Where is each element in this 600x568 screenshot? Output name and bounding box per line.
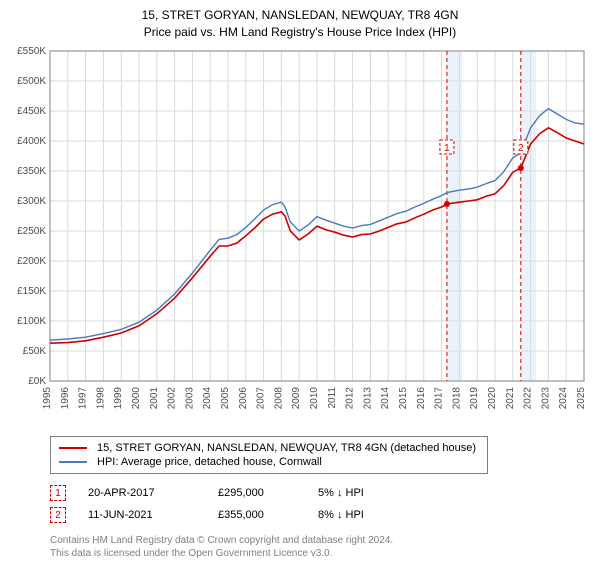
price-chart: £0K £50K £100K £150K £200K £250K £300K £350K £40… [8,45,592,425]
legend: 15, STRET GORYAN, NANSLEDAN, NEWQUAY, TR… [50,436,488,474]
x-tick-label: 2018 [451,387,462,410]
footer-attribution: Contains HM Land Registry data © Crown c… [50,534,592,560]
x-tick-label: 2007 [256,387,267,410]
sale-row-delta: 5% ↓ HPI [318,487,428,499]
legend-item: HPI: Average price, detached house, Corn… [59,455,479,469]
x-tick-label: 2012 [345,387,356,410]
chart-title-subtitle: Price paid vs. HM Land Registry's House … [8,25,592,39]
sale-dot [518,165,524,171]
shaded-band [521,51,536,381]
sale-row: 1 20-APR-2017£295,0005% ↓ HPI [50,482,592,504]
y-tick-label: £400K [17,136,46,147]
legend-item: 15, STRET GORYAN, NANSLEDAN, NEWQUAY, TR… [59,441,479,455]
x-tick-label: 2013 [362,387,373,410]
sale-row-price: £355,000 [218,509,318,521]
x-tick-label: 2015 [398,387,409,410]
sale-row-date: 11-JUN-2021 [88,509,218,521]
sale-dot [444,201,450,207]
y-tick-label: £250K [17,226,46,237]
y-tick-label: £150K [17,286,46,297]
x-tick-label: 2023 [540,387,551,410]
x-tick-label: 2006 [238,387,249,410]
y-tick-label: £500K [17,76,46,87]
x-tick-label: 2019 [469,387,480,410]
x-tick-label: 2008 [273,387,284,410]
x-tick-label: 2011 [327,387,338,409]
x-tick-label: 1997 [78,387,89,410]
y-tick-label: £0K [28,376,46,387]
sale-row-price: £295,000 [218,487,318,499]
y-tick-label: £200K [17,256,46,267]
x-tick-label: 2001 [149,387,160,410]
y-tick-label: £350K [17,166,46,177]
sale-row-marker: 1 [50,485,66,501]
sales-table: 1 20-APR-2017£295,0005% ↓ HPI 2 11-JUN-2021… [50,482,592,526]
sale-marker-number: 2 [518,143,524,154]
sale-row-marker: 2 [50,507,66,523]
x-tick-label: 2009 [291,387,302,410]
x-tick-label: 1995 [42,387,53,410]
x-tick-label: 2017 [434,387,445,410]
x-tick-label: 2024 [558,387,569,410]
legend-label: HPI: Average price, detached house, Corn… [97,456,322,468]
x-tick-label: 1996 [60,387,71,410]
x-tick-label: 2005 [220,387,231,410]
y-tick-label: £300K [17,196,46,207]
x-tick-label: 2014 [380,387,391,410]
footer-line1: Contains HM Land Registry data © Crown c… [50,534,592,547]
legend-swatch [59,461,87,463]
x-tick-label: 1998 [95,387,106,410]
x-tick-label: 2021 [505,387,516,410]
x-tick-label: 2000 [131,387,142,410]
legend-label: 15, STRET GORYAN, NANSLEDAN, NEWQUAY, TR… [97,442,476,454]
x-tick-label: 2004 [202,387,213,410]
x-tick-label: 2025 [576,387,587,410]
y-tick-label: £100K [17,316,46,327]
footer-line2: This data is licensed under the Open Gov… [50,547,592,560]
legend-swatch [59,447,87,449]
x-tick-label: 1999 [113,387,124,410]
x-tick-label: 2003 [184,387,195,410]
y-tick-label: £50K [23,346,47,357]
x-tick-label: 2010 [309,387,320,410]
sale-marker-number: 1 [444,143,450,154]
y-tick-label: £550K [17,46,46,57]
x-tick-label: 2002 [167,387,178,410]
sale-row-date: 20-APR-2017 [88,487,218,499]
sale-row: 2 11-JUN-2021£355,0008% ↓ HPI [50,504,592,526]
x-tick-label: 2020 [487,387,498,410]
sale-row-delta: 8% ↓ HPI [318,509,428,521]
x-tick-label: 2016 [416,387,427,410]
y-tick-label: £450K [17,106,46,117]
x-tick-label: 2022 [523,387,534,410]
chart-title-address: 15, STRET GORYAN, NANSLEDAN, NEWQUAY, TR… [8,8,592,22]
